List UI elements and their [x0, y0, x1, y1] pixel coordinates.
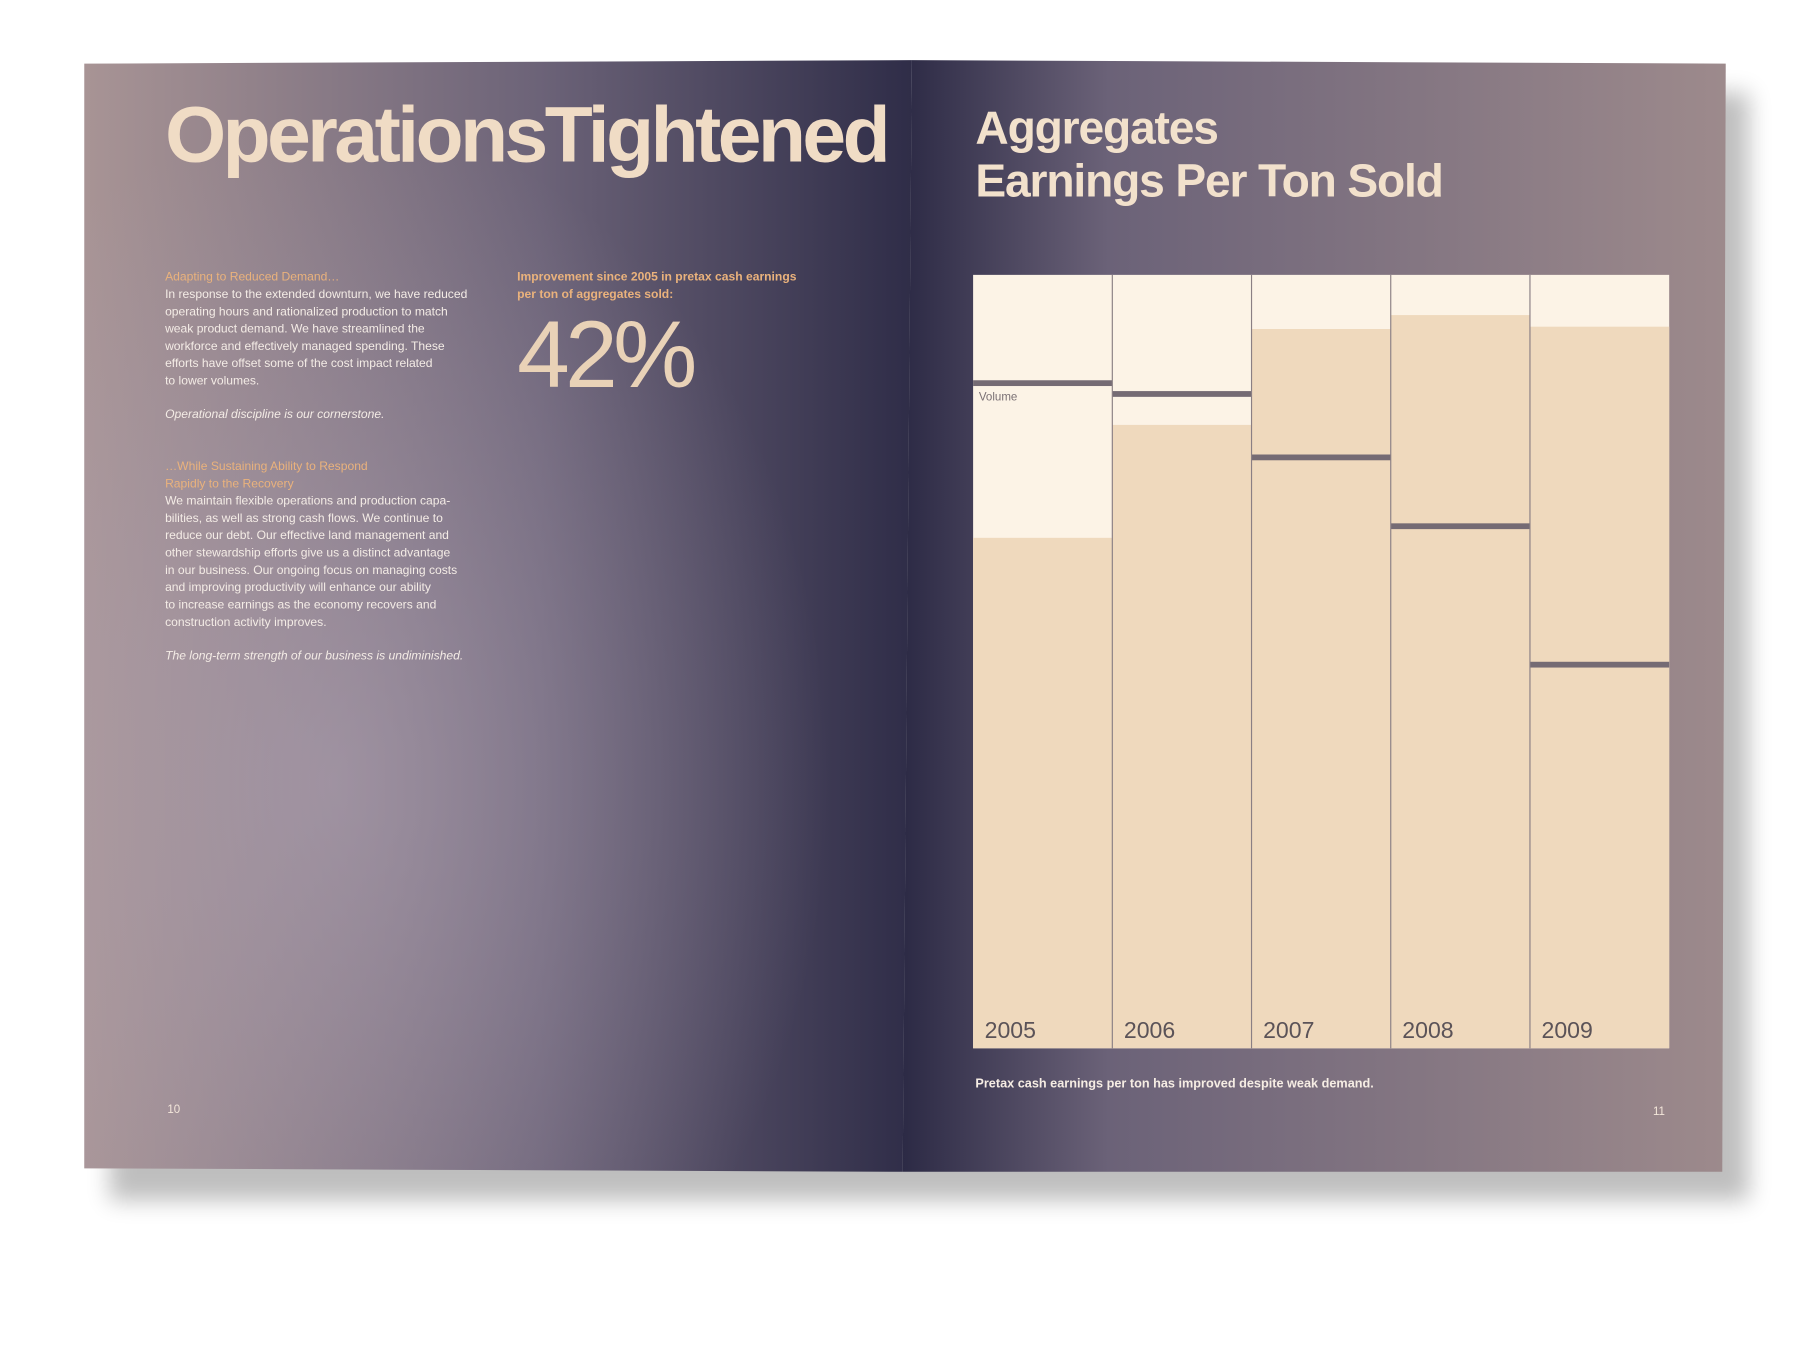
x-tick-label: 2009 — [1542, 1017, 1593, 1043]
stat-caption: per ton of aggregates sold: — [517, 287, 673, 301]
chart-caption: Pretax cash earnings per ton has improve… — [975, 1077, 1373, 1091]
bar — [1390, 315, 1530, 1049]
stat-caption: Improvement since 2005 in pretax cash ea… — [517, 270, 797, 284]
volume-marker — [1529, 661, 1670, 668]
body-line: In response to the extended downturn, we… — [165, 287, 467, 301]
volume-marker — [1251, 454, 1391, 461]
x-tick-label: 2006 — [1124, 1017, 1175, 1043]
section-heading: Adapting to Reduced Demand… — [165, 270, 339, 284]
left-page-glow — [84, 60, 912, 1172]
body-line: efforts have offset some of the cost imp… — [165, 356, 432, 370]
body-line: to lower volumes. — [165, 374, 259, 388]
chart-title: Earnings Per Ton Sold — [975, 154, 1442, 206]
section-heading: …While Sustaining Ability to Respond — [165, 459, 368, 473]
legend-label: Volume — [979, 391, 1017, 403]
volume-marker — [1112, 391, 1252, 397]
body-line: bilities, as well as strong cash flows. … — [165, 511, 443, 525]
x-tick-label: 2007 — [1263, 1017, 1314, 1043]
body-line: We maintain flexible operations and prod… — [165, 494, 450, 508]
bar — [1112, 424, 1252, 1049]
body-line: and improving productivity will enhance … — [165, 580, 432, 594]
volume-marker — [1390, 523, 1530, 530]
body-line: reduce our debt. Our effective land mana… — [165, 528, 449, 542]
body-line: to increase earnings as the economy reco… — [165, 597, 436, 611]
body-line: workforce and effectively managed spendi… — [164, 339, 445, 353]
section-heading: Rapidly to the Recovery — [165, 476, 295, 490]
page-number: 10 — [167, 1104, 180, 1116]
x-tick-label: 2008 — [1402, 1017, 1453, 1043]
stat-value: 42% — [517, 302, 694, 408]
bar — [1251, 329, 1391, 1049]
body-line: weak product demand. We have streamlined… — [164, 322, 425, 336]
chart-title: Aggregates — [975, 101, 1217, 153]
body-line: construction activity improves. — [165, 615, 327, 629]
bar — [973, 537, 1113, 1049]
x-tick-label: 2005 — [985, 1017, 1036, 1043]
body-line: other stewardship efforts give us a dist… — [165, 546, 450, 560]
left-title: OperationsTightened — [165, 91, 887, 179]
bar — [1529, 326, 1670, 1049]
tagline: The long-term strength of our business i… — [165, 648, 463, 662]
page-number: 11 — [1653, 1106, 1665, 1118]
volume-marker — [973, 380, 1113, 387]
body-line: operating hours and rationalized product… — [165, 304, 448, 318]
body-line: in our business. Our ongoing focus on ma… — [165, 563, 457, 577]
tagline: Operational discipline is our cornerston… — [165, 407, 384, 421]
